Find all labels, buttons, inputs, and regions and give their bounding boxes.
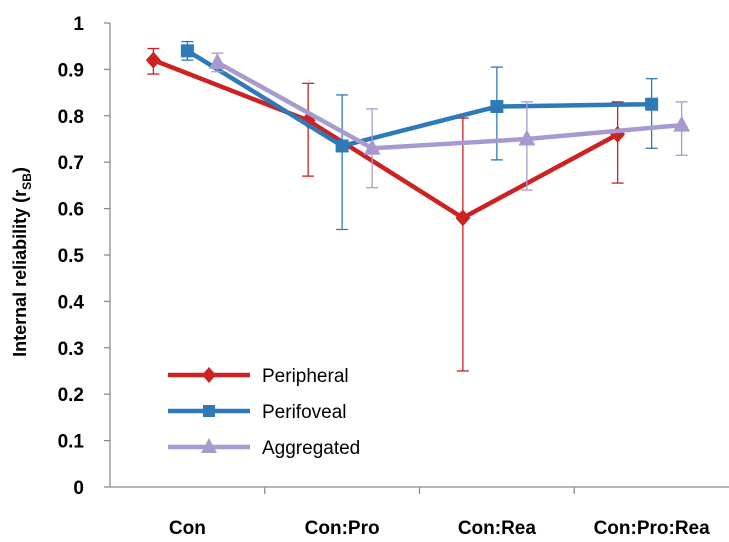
x-tick-label: Con — [169, 518, 206, 539]
y-tick-label: 1 — [73, 14, 84, 35]
y-tick-label: 0.3 — [58, 339, 84, 360]
x-tick-label: Con:Rea — [458, 518, 537, 539]
legend-item-aggregated: Aggregated — [168, 438, 360, 459]
x-tick-label: Con:Pro — [305, 518, 380, 539]
legend-item-perifoveal: Perifoveal — [168, 402, 347, 423]
chart-series — [145, 40, 691, 372]
data-point-diamond — [202, 367, 216, 383]
series-aggregated — [208, 52, 691, 191]
data-point-triangle — [201, 438, 217, 453]
y-tick-label: 0.1 — [58, 432, 85, 453]
series-peripheral — [145, 47, 626, 372]
data-point-square — [180, 44, 194, 58]
y-tick-label: 0.7 — [58, 153, 84, 174]
legend-item-peripheral: Peripheral — [168, 366, 349, 387]
series-line — [186, 48, 652, 149]
data-point-square — [645, 97, 659, 111]
y-tick-label: 0.4 — [58, 292, 85, 313]
y-tick-label: 0.9 — [58, 60, 84, 81]
series-line — [216, 60, 682, 151]
chart-axes: 0 0.1 0.2 0.3 0.4 0.5 0.6 0.7 0.8 0.9 1 Con Con:Pro C… — [58, 14, 729, 539]
data-point-triangle — [363, 138, 381, 155]
legend-label: Perifoveal — [262, 402, 347, 423]
y-axis-title-subscript: SB — [20, 173, 34, 190]
legend-label: Aggregated — [262, 438, 360, 459]
data-point-square — [335, 139, 349, 153]
data-point-square — [203, 405, 215, 417]
y-axis-title: Internal reliability (rSB) — [10, 167, 34, 357]
y-tick-label: 0.8 — [58, 107, 84, 128]
data-point-diamond — [145, 51, 161, 69]
data-point-triangle — [208, 52, 226, 69]
y-axis-title-main: Internal reliability (r — [10, 190, 30, 357]
series-perifoveal — [180, 40, 659, 231]
x-tick-label: Con:Pro:Rea — [594, 518, 711, 539]
data-point-diamond — [455, 209, 471, 227]
series-line — [152, 58, 619, 221]
y-tick-label: 0 — [73, 478, 84, 499]
data-point-square — [490, 100, 504, 114]
y-tick-label: 0.5 — [58, 246, 85, 267]
y-tick-label: 0.2 — [58, 385, 84, 406]
data-point-triangle — [518, 129, 536, 146]
legend-label: Peripheral — [262, 366, 349, 387]
y-tick-label: 0.6 — [58, 200, 84, 221]
chart-legend: Peripheral Perifoveal Aggregated — [168, 366, 360, 459]
y-axis-title-close: ) — [10, 167, 30, 173]
data-point-triangle — [673, 115, 691, 132]
